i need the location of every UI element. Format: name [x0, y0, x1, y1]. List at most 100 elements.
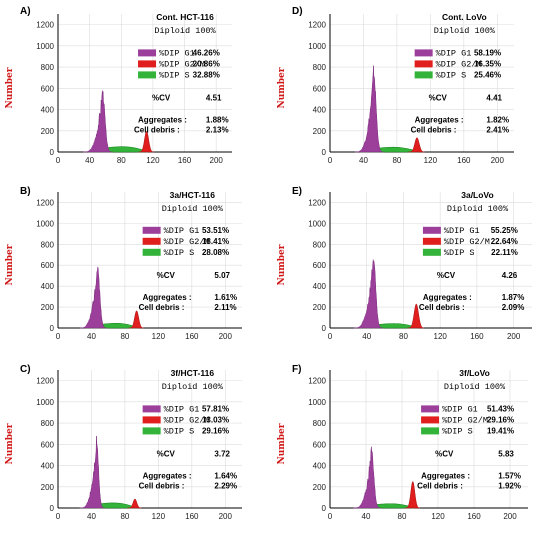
aggregates-label: Aggregates :: [415, 115, 464, 124]
panel-a: A) Number 0 200 400 600 800 1000 1200 0 40 80 120 160…: [5, 6, 232, 165]
y-axis-label: Number: [277, 423, 287, 464]
legend-swatch: [421, 416, 440, 424]
y-axis-label: Number: [277, 244, 287, 285]
debris-value: 2.13%: [206, 125, 229, 134]
legend-swatch: [142, 248, 161, 256]
legend-swatch: [142, 427, 161, 435]
x-tick-label: 80: [399, 332, 408, 341]
cv-value: 3.72: [214, 449, 230, 458]
cv-label: %CV: [435, 449, 454, 458]
y-tick-label: 1000: [308, 219, 326, 228]
panel-subtitle: Diploid 100%: [162, 204, 224, 214]
y-tick-label: 1200: [308, 21, 326, 30]
debris-label: Cell debris :: [139, 303, 185, 312]
y-tick-label: 600: [313, 84, 327, 93]
g2m-peak: [404, 481, 420, 509]
legend-swatch: [142, 416, 161, 424]
x-tick-label: 120: [152, 512, 166, 521]
panel-label: E): [292, 186, 302, 197]
panel-subtitle: Diploid 100%: [162, 382, 224, 392]
x-tick-label: 160: [178, 156, 192, 165]
legend-name: %DIP G1: [442, 404, 478, 414]
y-tick-label: 400: [313, 282, 327, 291]
legend-swatch: [414, 49, 433, 57]
legend-value: 57.81%: [202, 404, 229, 413]
x-tick-label: 160: [185, 512, 199, 521]
debris-value: 1.92%: [498, 481, 521, 490]
x-tick-label: 160: [457, 156, 471, 165]
x-tick-label: 160: [470, 332, 484, 341]
y-tick-label: 1000: [308, 42, 326, 51]
x-tick-label: 120: [424, 156, 438, 165]
legend-value: 25.46%: [474, 70, 501, 79]
y-tick-label: 0: [322, 148, 327, 157]
x-tick-label: 80: [392, 156, 401, 165]
aggregates-value: 1.64%: [214, 471, 237, 480]
legend-swatch: [421, 405, 440, 413]
x-tick-label: 0: [328, 156, 333, 165]
debris-label: Cell debris :: [411, 125, 457, 134]
x-tick-label: 0: [328, 512, 333, 521]
panel-label: A): [20, 6, 31, 17]
y-tick-label: 0: [50, 148, 55, 157]
panel-label: F): [292, 364, 301, 375]
x-tick-label: 120: [431, 512, 445, 521]
panel-d: D) Number 0 200 400 600 800 1000 1200 0 40 80 120 160…: [277, 6, 514, 165]
legend-name: %DIP G2/M: [444, 237, 490, 247]
legend-name: %DIP S: [159, 70, 190, 80]
y-tick-label: 400: [41, 282, 55, 291]
y-tick-label: 0: [50, 324, 55, 333]
aggregates-label: Aggregates :: [143, 293, 192, 302]
x-tick-label: 0: [56, 332, 61, 341]
legend-value: 51.43%: [487, 404, 514, 413]
x-tick-label: 160: [185, 332, 199, 341]
debris-value: 2.29%: [214, 481, 237, 490]
y-tick-label: 200: [313, 127, 327, 136]
debris-label: Cell debris :: [419, 303, 465, 312]
x-tick-label: 40: [87, 332, 96, 341]
y-tick-label: 400: [41, 462, 55, 471]
x-tick-label: 120: [146, 156, 160, 165]
g2m-peak: [127, 498, 142, 509]
x-tick-label: 0: [56, 512, 61, 521]
cv-label: %CV: [437, 271, 456, 280]
g1-peak: [83, 90, 113, 153]
x-tick-label: 200: [491, 156, 505, 165]
legend-value: 55.25%: [491, 226, 518, 235]
y-tick-label: 0: [322, 324, 327, 333]
y-tick-label: 400: [313, 462, 327, 471]
y-tick-label: 800: [41, 63, 55, 72]
y-tick-label: 600: [313, 261, 327, 270]
legend-swatch: [414, 60, 433, 68]
cv-label: %CV: [152, 93, 171, 102]
panel-b: B) Number 0 200 400 600 800 1000 1200 0 40 80 120 160…: [5, 186, 242, 341]
y-tick-label: 1200: [36, 377, 54, 386]
y-tick-label: 600: [41, 440, 55, 449]
x-tick-label: 200: [503, 512, 517, 521]
g1-peak: [79, 435, 105, 509]
y-axis-label: Number: [5, 67, 15, 108]
legend-value: 32.88%: [193, 70, 220, 79]
y-tick-label: 1200: [36, 198, 54, 207]
panel-subtitle: Diploid 100%: [434, 26, 496, 36]
legend-value: 16.35%: [474, 59, 501, 68]
legend-swatch: [422, 237, 441, 245]
legend-name: %DIP G1: [164, 404, 200, 414]
legend-value: 29.16%: [202, 426, 229, 435]
cv-value: 5.07: [214, 271, 230, 280]
y-axis-label: Number: [277, 67, 287, 108]
y-tick-label: 200: [313, 303, 327, 312]
panel-subtitle: Diploid 100%: [154, 26, 216, 36]
y-tick-label: 400: [313, 106, 327, 115]
g1-peak: [355, 65, 384, 153]
legend-name: %DIP G1: [444, 226, 480, 236]
panel-f: F) Number 0 200 400 600 800 1000 1200 0 40 80 120 160…: [277, 364, 528, 521]
panel-title: 3f/HCT-116: [171, 368, 215, 378]
panel-label: B): [20, 186, 31, 197]
x-tick-label: 120: [152, 332, 166, 341]
x-tick-label: 80: [120, 512, 129, 521]
panel-title: 3a/LoVo: [461, 190, 493, 200]
legend-name: %DIP G1: [164, 226, 200, 236]
legend-value: 20.86%: [193, 59, 220, 68]
panel-label: D): [292, 6, 303, 17]
